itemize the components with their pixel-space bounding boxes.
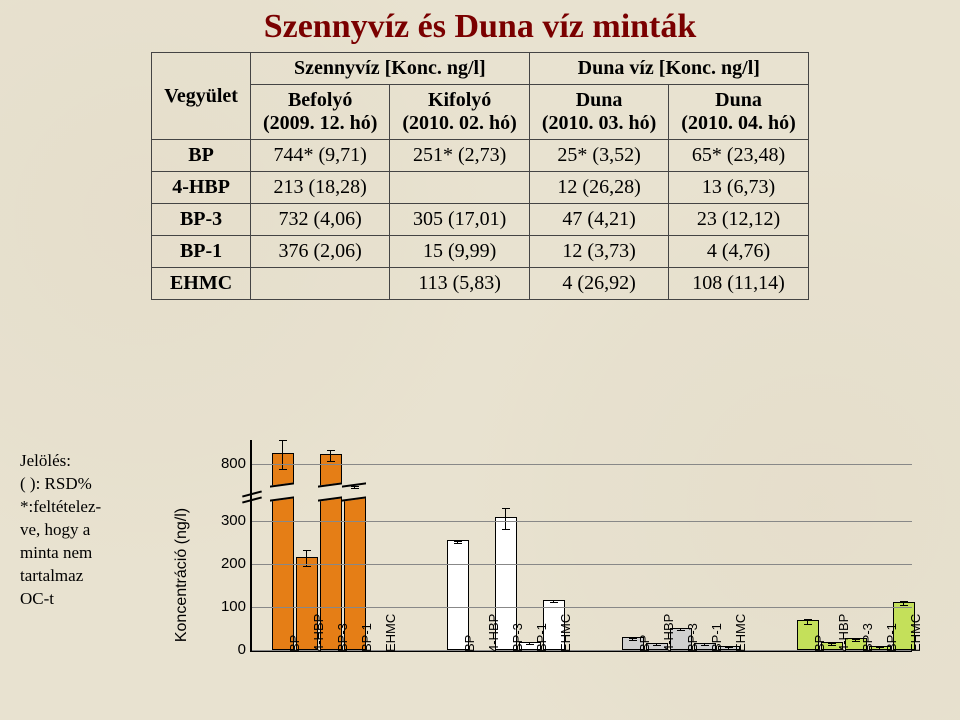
- plot-area: 0100200300800BP4-HBPBP-3BP-1EHMCBP4-HBPB…: [250, 440, 912, 652]
- cell: 4 (26,92): [529, 268, 668, 300]
- th-col1: Befolyó(2009. 12. hó): [250, 85, 389, 140]
- table-row: BP-3732 (4,06)305 (17,01)47 (4,21)23 (12…: [152, 204, 809, 236]
- cell: 15 (9,99): [390, 236, 529, 268]
- data-table: Vegyület Szennyvíz [Konc. ng/l] Duna víz…: [151, 52, 809, 300]
- cell: 13 (6,73): [669, 172, 808, 204]
- x-tick-label: 4-HBP: [836, 614, 851, 652]
- cell: 12 (26,28): [529, 172, 668, 204]
- x-tick-label: EHMC: [908, 614, 923, 652]
- x-tick-label: 4-HBP: [311, 614, 326, 652]
- cell: 108 (11,14): [669, 268, 808, 300]
- cell: 732 (4,06): [250, 204, 389, 236]
- x-tick-label: BP: [287, 635, 302, 652]
- cell: 12 (3,73): [529, 236, 668, 268]
- cell: 4 (4,76): [669, 236, 808, 268]
- x-tick-label: EHMC: [733, 614, 748, 652]
- cell: 305 (17,01): [390, 204, 529, 236]
- x-tick-label: EHMC: [558, 614, 573, 652]
- th-compound: Vegyület: [152, 53, 251, 140]
- cell: 23 (12,12): [669, 204, 808, 236]
- x-tick-label: BP: [812, 635, 827, 652]
- x-tick-label: BP: [637, 635, 652, 652]
- th-group-a: Szennyvíz [Konc. ng/l]: [250, 53, 529, 85]
- cell: 47 (4,21): [529, 204, 668, 236]
- x-tick-label: BP-3: [685, 623, 700, 652]
- cell: 376 (2,06): [250, 236, 389, 268]
- x-tick-label: BP-3: [860, 623, 875, 652]
- x-tick-label: BP-1: [884, 623, 899, 652]
- th-group-b: Duna víz [Konc. ng/l]: [529, 53, 808, 85]
- x-tick-label: BP-1: [359, 623, 374, 652]
- page-title: Szennyvíz és Duna víz minták: [0, 0, 960, 46]
- y-tick: 0: [212, 641, 246, 658]
- x-tick-label: BP-3: [335, 623, 350, 652]
- cell: [390, 172, 529, 204]
- row-name: BP: [152, 140, 251, 172]
- y-tick: 200: [212, 555, 246, 572]
- bar: [447, 540, 469, 650]
- x-tick-label: BP-3: [510, 623, 525, 652]
- page: Szennyvíz és Duna víz minták Vegyület Sz…: [0, 0, 960, 720]
- legend-text: Jelölés:( ): RSD%*:feltételez-ve, hogy a…: [20, 450, 170, 611]
- th-col2: Kifolyó(2010. 02. hó): [390, 85, 529, 140]
- x-tick-label: BP: [462, 635, 477, 652]
- row-name: EHMC: [152, 268, 251, 300]
- cell: 213 (18,28): [250, 172, 389, 204]
- x-tick-label: 4-HBP: [661, 614, 676, 652]
- table-row: BP744* (9,71)251* (2,73)25* (3,52)65* (2…: [152, 140, 809, 172]
- th-col3: Duna(2010. 03. hó): [529, 85, 668, 140]
- cell: 65* (23,48): [669, 140, 808, 172]
- table-row: EHMC 113 (5,83)4 (26,92)108 (11,14): [152, 268, 809, 300]
- x-tick-label: 4-HBP: [486, 614, 501, 652]
- bar-chart: Koncentráció (ng/l) 0100200300800BP4-HBP…: [190, 440, 930, 710]
- cell: 744* (9,71): [250, 140, 389, 172]
- y-tick: 800: [212, 455, 246, 472]
- row-name: BP-3: [152, 204, 251, 236]
- y-tick: 100: [212, 598, 246, 615]
- row-name: 4-HBP: [152, 172, 251, 204]
- th-col4: Duna(2010. 04. hó): [669, 85, 808, 140]
- y-axis-label: Koncentráció (ng/l): [173, 508, 191, 642]
- cell: 251* (2,73): [390, 140, 529, 172]
- cell: [250, 268, 389, 300]
- table-row: 4-HBP213 (18,28) 12 (26,28)13 (6,73): [152, 172, 809, 204]
- table-row: BP-1376 (2,06)15 (9,99)12 (3,73)4 (4,76): [152, 236, 809, 268]
- cell: 25* (3,52): [529, 140, 668, 172]
- bars-layer: [252, 440, 912, 650]
- x-tick-label: BP-1: [534, 623, 549, 652]
- x-tick-label: BP-1: [709, 623, 724, 652]
- y-tick: 300: [212, 512, 246, 529]
- cell: 113 (5,83): [390, 268, 529, 300]
- row-name: BP-1: [152, 236, 251, 268]
- x-tick-label: EHMC: [383, 614, 398, 652]
